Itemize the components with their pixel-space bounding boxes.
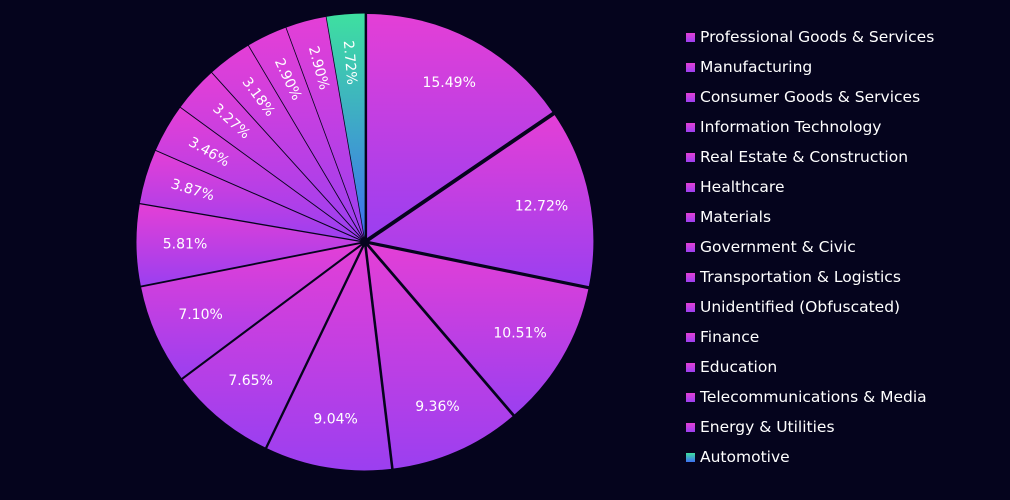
legend-item-energy-utilities[interactable]: Energy & Utilities xyxy=(686,412,934,442)
legend-item-telecommunications-media[interactable]: Telecommunications & Media xyxy=(686,382,934,412)
slice-label-real-estate-construction: 9.04% xyxy=(313,412,357,428)
legend-label: Energy & Utilities xyxy=(700,418,835,436)
legend-label: Real Estate & Construction xyxy=(700,148,909,166)
legend-item-manufacturing[interactable]: Manufacturing xyxy=(686,52,934,82)
legend-label: Automotive xyxy=(700,448,790,466)
legend-label: Materials xyxy=(700,208,772,226)
legend-swatch xyxy=(686,92,695,102)
pie-slice-information-technology xyxy=(366,246,513,469)
legend-label: Education xyxy=(700,358,778,376)
legend-swatch xyxy=(686,272,695,282)
legend-swatch xyxy=(686,212,695,222)
pie-slice-real-estate-construction xyxy=(267,246,392,471)
pie-slice-telecommunications-media xyxy=(248,27,364,238)
legend-item-government-civic[interactable]: Government & Civic xyxy=(686,232,934,262)
legend-swatch xyxy=(686,182,695,192)
slice-label-information-technology: 9.36% xyxy=(415,399,459,415)
legend-label: Finance xyxy=(700,328,760,346)
legend-swatch xyxy=(686,152,695,162)
legend-swatch xyxy=(686,122,695,132)
slice-label-professional-goods-services: 15.49% xyxy=(422,75,475,91)
legend-label: Unidentified (Obfuscated) xyxy=(700,298,901,316)
legend-item-real-estate-construction[interactable]: Real Estate & Construction xyxy=(686,142,934,172)
legend-swatch xyxy=(686,302,695,312)
legend-item-consumer-goods-services[interactable]: Consumer Goods & Services xyxy=(686,82,934,112)
legend-item-professional-goods-services[interactable]: Professional Goods & Services xyxy=(686,22,934,52)
legend-item-materials[interactable]: Materials xyxy=(686,202,934,232)
legend-label: Transportation & Logistics xyxy=(700,268,901,286)
legend-swatch xyxy=(686,62,695,72)
slice-label-consumer-goods-services: 10.51% xyxy=(493,325,546,341)
pie-slice-transportation-logistics xyxy=(139,150,361,241)
pie-slice-consumer-goods-services xyxy=(368,244,589,415)
pie-slice-education xyxy=(212,45,363,239)
legend-item-unidentified-obfuscated[interactable]: Unidentified (Obfuscated) xyxy=(686,292,934,322)
legend-label: Information Technology xyxy=(700,118,882,136)
slice-label-manufacturing: 12.72% xyxy=(515,199,568,215)
legend-swatch xyxy=(686,392,695,402)
slice-label-healthcare: 7.65% xyxy=(228,373,272,389)
legend-label: Professional Goods & Services xyxy=(700,28,935,46)
legend-item-information-technology[interactable]: Information Technology xyxy=(686,112,934,142)
legend-label: Telecommunications & Media xyxy=(700,388,927,406)
legend-item-transportation-logistics[interactable]: Transportation & Logistics xyxy=(686,262,934,292)
legend-swatch xyxy=(686,362,695,372)
pie-slice-professional-goods-services xyxy=(367,14,553,239)
legend-item-automotive[interactable]: Automotive xyxy=(686,442,934,472)
legend-item-education[interactable]: Education xyxy=(686,352,934,382)
legend-swatch xyxy=(686,32,695,42)
legend-label: Consumer Goods & Services xyxy=(700,88,921,106)
pie-slice-finance xyxy=(180,72,362,239)
pie-slice-government-civic xyxy=(136,204,361,286)
legend-item-finance[interactable]: Finance xyxy=(686,322,934,352)
pie-slice-materials xyxy=(141,243,361,378)
slice-label-materials: 7.10% xyxy=(178,307,222,323)
pie-slices xyxy=(136,13,594,471)
pie-slice-manufacturing xyxy=(369,115,594,287)
legend-label: Manufacturing xyxy=(700,58,813,76)
slice-label-automotive: 2.72% xyxy=(340,40,360,86)
pie-slice-unidentified-obfuscated xyxy=(155,107,362,240)
legend-label: Government & Civic xyxy=(700,238,856,256)
legend-label: Healthcare xyxy=(700,178,785,196)
pie-slice-automotive xyxy=(326,13,365,238)
legend-item-healthcare[interactable]: Healthcare xyxy=(686,172,934,202)
legend-swatch xyxy=(686,332,695,342)
legend-swatch xyxy=(686,422,695,432)
legend-swatch xyxy=(686,242,695,252)
pie-slice-healthcare xyxy=(182,245,363,448)
legend-swatch xyxy=(686,452,695,462)
pie-slice-energy-utilities xyxy=(286,16,364,238)
slice-label-government-civic: 5.81% xyxy=(163,236,207,252)
chart-legend: Professional Goods & Services Manufacturi… xyxy=(686,22,934,472)
